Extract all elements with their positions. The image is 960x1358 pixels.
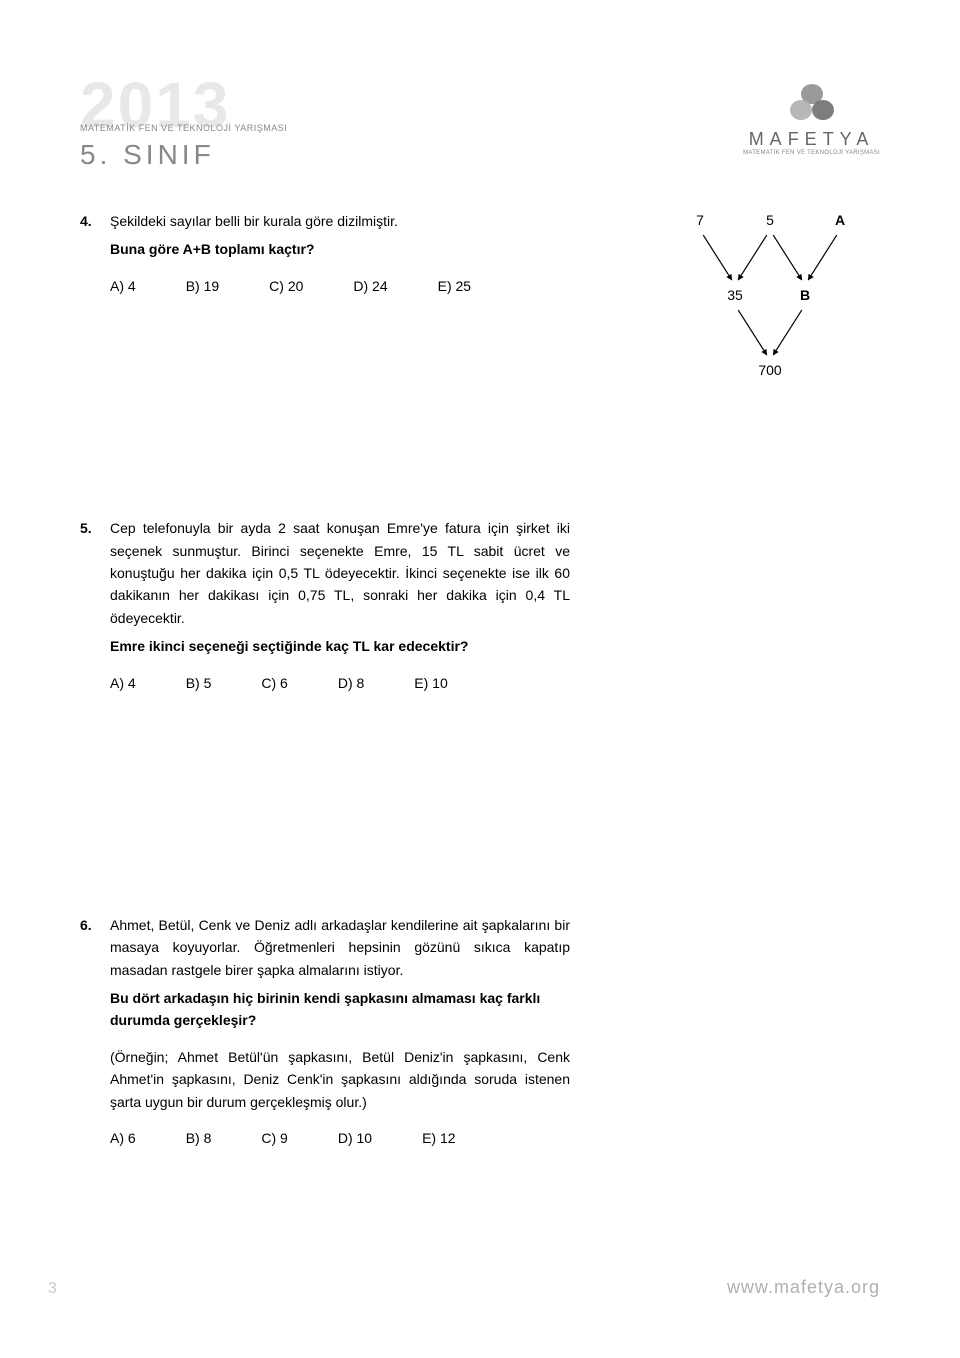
page-number: 3 [48,1280,57,1298]
option-b: B) 5 [186,672,212,694]
option-e: E) 25 [438,275,471,297]
question-6: 6. Ahmet, Betül, Cenk ve Deniz adlı arka… [80,914,880,1150]
question-number: 5. [80,517,110,694]
logo-block: MAFETYA MATEMATİK FEN VE TEKNOLOJİ YARIŞ… [743,80,880,156]
svg-text:B: B [800,287,810,303]
question-4: 4. Şekildeki sayılar belli bir kurala gö… [80,210,880,297]
question-prompt: Emre ikinci seçeneği seçtiğinde kaç TL k… [110,635,570,657]
svg-text:700: 700 [758,362,782,378]
option-d: D) 8 [338,672,364,694]
svg-text:5: 5 [766,212,774,228]
option-c: C) 6 [261,672,287,694]
option-a: A) 6 [110,1127,136,1149]
option-d: D) 24 [353,275,387,297]
option-a: A) 4 [110,275,136,297]
question-number: 6. [80,914,110,1150]
answer-options: A) 4 B) 19 C) 20 D) 24 E) 25 [110,275,570,297]
question-5: 5. Cep telefonuyla bir ayda 2 saat konuş… [80,517,880,694]
question-prompt: Buna göre A+B toplamı kaçtır? [110,238,570,260]
question-text: Şekildeki sayılar belli bir kurala göre … [110,210,570,232]
question-number: 4. [80,210,110,297]
option-a: A) 4 [110,672,136,694]
logo-icon [782,80,842,125]
page-header: 2013 MATEMATİK FEN VE TEKNOLOJİ YARIŞMAS… [80,80,880,180]
question-example: (Örneğin; Ahmet Betül'ün şapkasını, Betü… [110,1046,570,1113]
option-c: C) 20 [269,275,303,297]
logo-text: MAFETYA [743,129,880,150]
svg-text:35: 35 [727,287,743,303]
option-c: C) 9 [261,1127,287,1149]
answer-options: A) 4 B) 5 C) 6 D) 8 E) 10 [110,672,570,694]
svg-text:7: 7 [696,212,704,228]
question-prompt: Bu dört arkadaşın hiç birinin kendi şapk… [110,987,570,1032]
website-url: www.mafetya.org [727,1277,880,1298]
logo-subtext: MATEMATİK FEN VE TEKNOLOJİ YARIŞMASI [743,150,880,156]
tree-diagram: 7 5 A 35 B 700 [670,210,870,400]
option-b: B) 8 [186,1127,212,1149]
content-area: 4. Şekildeki sayılar belli bir kurala gö… [80,210,880,1149]
option-d: D) 10 [338,1127,372,1149]
option-e: E) 10 [414,672,447,694]
question-text: Ahmet, Betül, Cenk ve Deniz adlı arkadaş… [110,914,570,981]
svg-text:A: A [835,212,845,228]
question-text: Cep telefonuyla bir ayda 2 saat konuşan … [110,517,570,629]
answer-options: A) 6 B) 8 C) 9 D) 10 E) 12 [110,1127,570,1149]
option-e: E) 12 [422,1127,455,1149]
option-b: B) 19 [186,275,219,297]
